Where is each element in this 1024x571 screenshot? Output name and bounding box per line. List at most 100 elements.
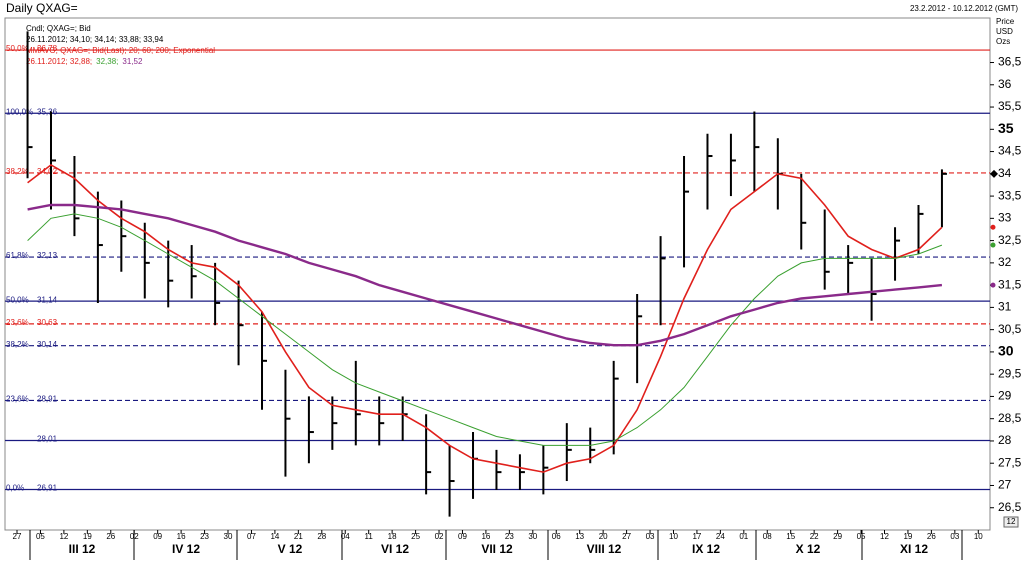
ma-end-marker [990, 282, 996, 288]
level-label: 30,14 [37, 340, 58, 349]
y-tick-label: 34,5 [998, 144, 1022, 158]
legend-text: 31,52 [122, 57, 143, 66]
level-label: 34,02 [37, 167, 58, 176]
y-tick-label: 27 [998, 478, 1012, 492]
legend-text: 32,38; [96, 57, 118, 66]
month-label: III 12 [69, 542, 96, 556]
date-range: 23.2.2012 - 10.12.2012 (GMT) [910, 4, 1018, 13]
x-tick-label: 07 [247, 532, 256, 541]
level-label: 30,63 [37, 318, 58, 327]
y-tick-label: 31 [998, 300, 1012, 314]
y-tick-label: 29 [998, 389, 1012, 403]
y-tick-label: 32,5 [998, 233, 1022, 247]
y-axis-label: Price [996, 17, 1015, 26]
moving-average [27, 213, 943, 446]
chart-title: Daily QXAG= [6, 1, 78, 15]
x-tick-label: 08 [763, 532, 772, 541]
y-tick-label: 31,5 [998, 277, 1022, 291]
x-tick-label: 24 [716, 532, 725, 541]
y-axis-label: Ozs [996, 37, 1010, 46]
legend-text: Cndl; QXAG=; Bid [26, 24, 91, 33]
x-tick-label: 30 [528, 532, 537, 541]
x-tick-label: 26 [927, 532, 936, 541]
x-tick-label: 30 [224, 532, 233, 541]
x-tick-label: 02 [435, 532, 444, 541]
y-tick-label: 29,5 [998, 366, 1022, 380]
y-tick-label: 35 [998, 120, 1014, 136]
x-tick-label: 23 [505, 532, 514, 541]
x-tick-label: 21 [294, 532, 303, 541]
month-label: XI 12 [900, 542, 928, 556]
x-tick-label: 16 [481, 532, 490, 541]
level-pct: 0,0% [6, 484, 24, 493]
y-tick-label: 33,5 [998, 188, 1022, 202]
level-label: 28,91 [37, 395, 58, 404]
x-tick-label: 27 [622, 532, 631, 541]
x-tick-label: 11 [365, 532, 374, 541]
price-end-marker [990, 169, 998, 178]
y-axis-label: USD [996, 27, 1013, 36]
level-label: 36,78 [37, 44, 58, 53]
x-tick-label: 18 [388, 532, 397, 541]
x-tick-label: 27 [13, 532, 22, 541]
x-tick-label: 23 [200, 532, 209, 541]
y-tick-label: 28,5 [998, 411, 1022, 425]
level-pct: 61,8% [6, 251, 29, 260]
y-tick-label: 28 [998, 433, 1012, 447]
x-tick-label: 10 [974, 532, 983, 541]
x-tick-label: 22 [810, 532, 819, 541]
x-tick-label: 16 [177, 532, 186, 541]
month-label: V 12 [278, 542, 303, 556]
level-pct: 23,6% [6, 395, 29, 404]
y-tick-label: 32 [998, 255, 1012, 269]
level-label: 35,36 [37, 107, 58, 116]
y-tick-label: 36,5 [998, 55, 1022, 69]
x-tick-label: 19 [903, 532, 912, 541]
month-label: VIII 12 [587, 542, 622, 556]
y-tick-label: 30 [998, 343, 1014, 359]
x-tick-label: 29 [833, 532, 842, 541]
corner-label: 12 [1007, 517, 1016, 526]
level-pct: 38,2% [6, 167, 29, 176]
x-tick-label: 13 [575, 532, 584, 541]
x-tick-label: 06 [552, 532, 561, 541]
x-tick-label: 03 [646, 532, 655, 541]
level-label: 32,13 [37, 251, 58, 260]
level-pct: 100,0% [6, 107, 33, 116]
level-label: 28,01 [37, 435, 58, 444]
corner-box [1003, 516, 1019, 528]
level-label: 26,91 [37, 484, 58, 493]
level-pct: 23,6% [6, 318, 29, 327]
month-label: VI 12 [381, 542, 409, 556]
y-tick-label: 36 [998, 77, 1012, 91]
month-label: IV 12 [172, 542, 200, 556]
x-tick-label: 17 [692, 532, 701, 541]
x-tick-label: 05 [36, 532, 45, 541]
x-tick-label: 20 [599, 532, 608, 541]
level-label: 31,14 [37, 295, 58, 304]
y-tick-label: 27,5 [998, 455, 1022, 469]
x-tick-label: 12 [59, 532, 68, 541]
month-label: X 12 [796, 542, 821, 556]
x-tick-label: 25 [411, 532, 420, 541]
level-pct: 38,2% [6, 340, 29, 349]
y-tick-label: 35,5 [998, 99, 1022, 113]
x-tick-label: 01 [739, 532, 748, 541]
y-tick-label: 33 [998, 211, 1012, 225]
x-tick-label: 15 [786, 532, 795, 541]
legend-text: 26.11.2012; 32,88; [26, 57, 92, 66]
moving-average [27, 163, 943, 473]
month-label: IX 12 [692, 542, 720, 556]
x-tick-label: 26 [106, 532, 115, 541]
x-tick-label: 09 [153, 532, 162, 541]
x-tick-label: 12 [880, 532, 889, 541]
y-tick-label: 34 [998, 166, 1012, 180]
x-tick-label: 09 [458, 532, 467, 541]
level-pct: 50,0% [6, 44, 29, 53]
x-tick-label: 03 [950, 532, 959, 541]
x-tick-label: 14 [270, 532, 279, 541]
x-tick-label: 10 [669, 532, 678, 541]
y-tick-label: 26,5 [998, 500, 1022, 514]
